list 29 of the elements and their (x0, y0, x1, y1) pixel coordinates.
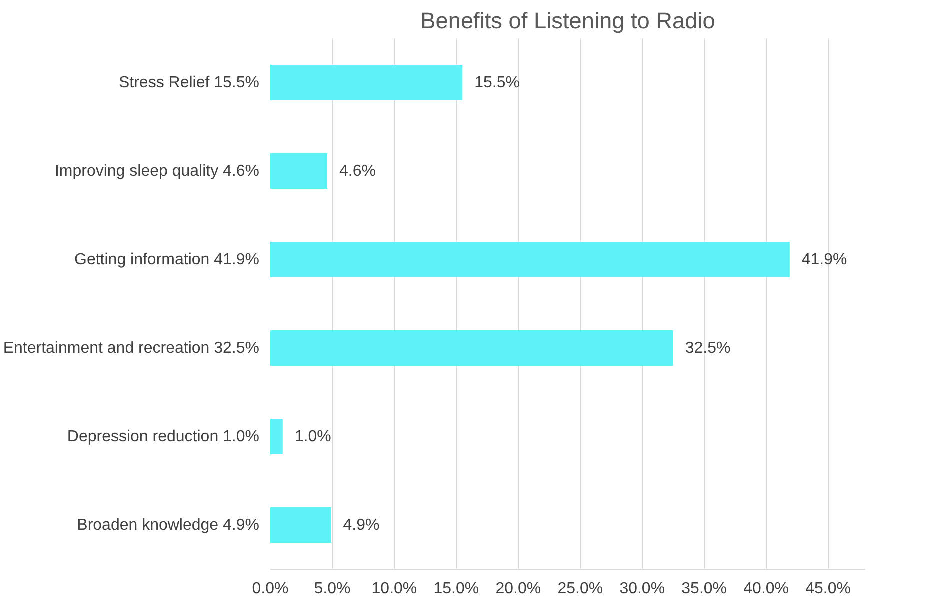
y-tick-label: Stress Relief 15.5% (118, 74, 260, 92)
x-tick-label: 30.0% (620, 580, 666, 598)
y-tick-label: Getting information 41.9% (74, 251, 260, 268)
data-label: 1.0% (294, 428, 332, 446)
y-tick-label: Depression reduction 1.0% (67, 428, 260, 446)
y-tick-label: Broaden knowledge 4.9% (77, 516, 260, 534)
data-label: 4.9% (343, 516, 380, 534)
bar (270, 154, 328, 189)
bar (270, 508, 332, 543)
x-tick-label: 35.0% (682, 580, 728, 598)
data-label: 41.9% (802, 251, 848, 268)
x-tick-label: 45.0% (806, 580, 852, 598)
bar (270, 65, 463, 100)
data-label: 32.5% (685, 340, 731, 357)
bar (270, 330, 674, 366)
bar (270, 242, 790, 278)
y-tick-label: Entertainment and recreation 32.5% (3, 340, 260, 357)
x-tick-label: 5.0% (314, 580, 351, 598)
chart-title: Benefits of Listening to Radio (420, 8, 716, 34)
y-tick-label: Improving sleep quality 4.6% (54, 162, 260, 180)
x-tick-label: 0.0% (252, 580, 289, 598)
data-label: 4.6% (340, 162, 376, 180)
x-tick-label: 15.0% (434, 580, 480, 598)
x-tick-label: 10.0% (372, 580, 418, 598)
x-tick-label: 25.0% (558, 580, 604, 598)
data-label: 15.5% (474, 74, 520, 92)
x-tick-label: 40.0% (744, 580, 790, 598)
bar (270, 419, 283, 454)
x-tick-label: 20.0% (496, 580, 542, 598)
